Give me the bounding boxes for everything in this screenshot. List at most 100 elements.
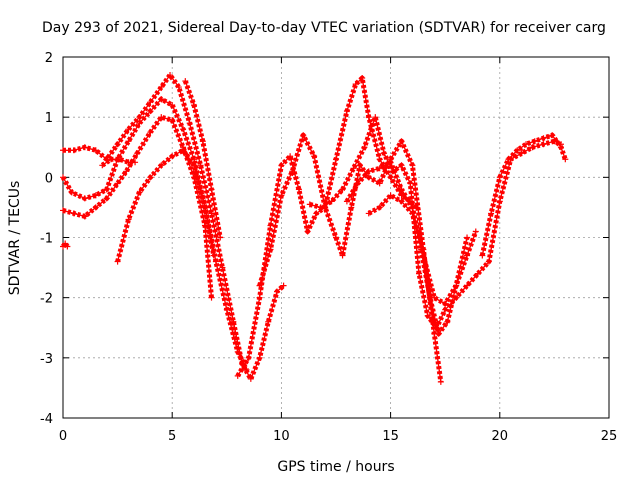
x-tick-label: 0 <box>59 429 67 444</box>
data-point-sat-1 <box>274 288 281 295</box>
data-point-sat-3 <box>158 114 165 121</box>
x-tick-label: 20 <box>492 429 509 444</box>
data-point-sat-3 <box>208 294 215 301</box>
data-point-sat-2 <box>243 366 250 373</box>
data-point-sat-3 <box>134 150 141 157</box>
data-point-sat-7 <box>333 156 339 163</box>
data-point-sat-1 <box>60 147 66 154</box>
data-point-sat-12 <box>531 138 538 145</box>
data-point-sat-2 <box>234 348 241 355</box>
data-point-sat-4 <box>201 204 208 211</box>
data-point-sat-4 <box>158 162 165 169</box>
data-point-sat-9 <box>529 144 536 151</box>
data-point-sat-9 <box>398 162 405 169</box>
data-point-sat-8 <box>300 132 307 139</box>
data-point-sat-4 <box>136 189 143 196</box>
data-point-sat-6 <box>217 234 224 241</box>
data-point-sat-11 <box>409 210 416 217</box>
data-point-sat-8 <box>357 162 364 169</box>
data-point-sat-4 <box>147 174 154 181</box>
data-point-sat-1 <box>175 84 182 91</box>
data-point-sat-1 <box>92 147 99 154</box>
data-point-sat-8 <box>267 246 274 253</box>
x-tick-label: 15 <box>382 429 399 444</box>
data-point-sat-8 <box>339 252 346 259</box>
data-point-sat-11 <box>365 210 372 217</box>
data-point-sat-11 <box>435 330 442 337</box>
data-point-sat-8 <box>278 192 285 199</box>
data-point-sat-4 <box>180 147 187 154</box>
data-point-sat-7 <box>256 294 263 301</box>
data-point-sat-9 <box>540 141 547 148</box>
data-point-sat-4 <box>169 153 176 160</box>
data-point-sat-3 <box>114 180 121 187</box>
data-point-sat-9 <box>381 150 388 157</box>
data-point-sat-12 <box>549 132 556 139</box>
data-point-sat-8 <box>333 234 339 241</box>
data-point-sat-2 <box>180 126 187 133</box>
y-tick-label: -2 <box>40 292 53 307</box>
data-point-sat-11 <box>453 282 460 289</box>
data-point-sat-10 <box>398 186 405 193</box>
data-point-sat-1 <box>247 375 254 382</box>
data-point-sat-7 <box>365 114 372 121</box>
data-point-sat-6 <box>208 186 215 193</box>
data-point-sat-1 <box>197 162 204 169</box>
data-point-sat-1 <box>186 120 193 127</box>
data-point-sat-10 <box>354 180 361 187</box>
data-point-sat-4 <box>210 252 217 259</box>
data-point-sat-7 <box>359 75 366 82</box>
data-point-sat-10 <box>472 228 479 235</box>
y-tick-label: 0 <box>45 171 53 186</box>
data-point-sat-2 <box>158 96 165 103</box>
data-point-sat-11 <box>398 198 405 205</box>
data-point-sat-12 <box>479 252 486 259</box>
data-point-sat-1 <box>81 144 88 151</box>
data-point-sat-10 <box>365 168 372 175</box>
series-core-sat-4 <box>116 149 215 262</box>
data-point-sat-11 <box>444 318 451 325</box>
data-point-sat-11 <box>418 246 425 253</box>
data-point-sat-9 <box>415 270 422 277</box>
data-point-sat-4 <box>114 258 121 265</box>
data-point-sat-7 <box>267 222 274 229</box>
x-tick-label: 5 <box>168 429 176 444</box>
data-point-sat-1 <box>158 84 165 91</box>
data-point-sat-2 <box>169 102 176 109</box>
data-point-sat-3 <box>201 222 208 229</box>
data-point-sat-6 <box>199 138 206 145</box>
data-point-sat-7 <box>287 153 294 160</box>
data-point-sat-8 <box>398 138 405 145</box>
data-point-sat-5 <box>99 162 106 169</box>
data-point-sat-12 <box>557 144 564 151</box>
data-point-sat-11 <box>426 294 433 301</box>
data-point-sat-10 <box>464 252 471 259</box>
series-core-sat-7 <box>237 77 418 377</box>
data-point-sat-9 <box>361 144 368 151</box>
data-point-sat-4 <box>191 162 198 169</box>
y-tick-label: -1 <box>40 232 53 247</box>
data-point-sat-9 <box>350 165 357 172</box>
data-point-sat-3 <box>169 117 176 124</box>
data-point-sat-11 <box>387 192 394 199</box>
series-core-sat-9 <box>309 116 562 329</box>
y-tick-label: -3 <box>40 352 53 367</box>
data-point-sat-1 <box>167 72 174 79</box>
data-point-sat-8 <box>289 168 296 175</box>
data-point-sat-12 <box>562 156 569 163</box>
data-point-sat-3 <box>81 213 88 220</box>
data-point-sat-2 <box>136 120 143 127</box>
data-point-sat-1 <box>114 141 121 148</box>
y-tick-label: 2 <box>45 51 53 66</box>
data-point-sat-1 <box>219 264 226 271</box>
data-point-sat-9 <box>407 180 414 187</box>
data-point-sat-3 <box>70 210 77 217</box>
data-point-sat-3 <box>92 204 99 211</box>
data-point-sat-11 <box>464 234 471 241</box>
data-point-sat-5 <box>125 159 132 166</box>
data-point-sat-3 <box>103 195 110 202</box>
series-core-sat-8 <box>258 134 442 382</box>
data-point-sat-10 <box>442 300 449 307</box>
data-point-sat-7 <box>352 81 359 88</box>
data-point-sat-8 <box>437 378 444 385</box>
